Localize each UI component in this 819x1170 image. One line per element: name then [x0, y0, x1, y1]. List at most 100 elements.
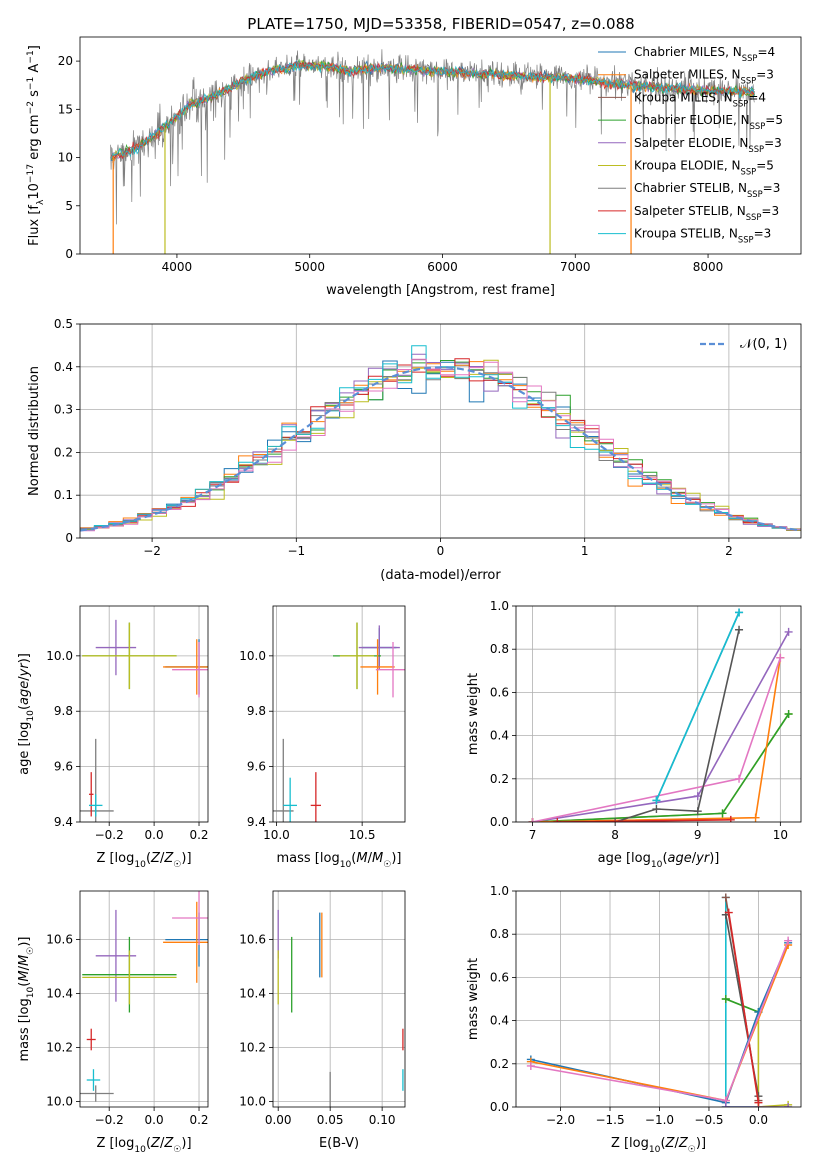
x-axis-label: Z [log10(Z/Z☉)] — [96, 851, 191, 870]
normal-distribution-curve — [80, 366, 801, 532]
y-tick-label: 5 — [65, 199, 73, 213]
x-tick-label: 8000 — [693, 260, 724, 274]
y-tick-label: 0 — [65, 531, 73, 545]
legend-label: Salpeter ELODIE, NSSP=3 — [634, 136, 782, 154]
data-marker — [652, 796, 661, 805]
y-tick-label: 9.6 — [247, 760, 266, 774]
data-marker — [721, 893, 730, 902]
x-tick-label: 5000 — [294, 260, 325, 274]
y-tick-label: 9.8 — [54, 704, 73, 718]
x-tick-label: −1.0 — [645, 1113, 674, 1127]
mass-weight-line — [532, 631, 790, 822]
x-tick-label: 8 — [611, 828, 619, 842]
x-tick-label: −0.2 — [95, 828, 124, 842]
y-tick-label: 10.0 — [46, 1095, 73, 1109]
y-tick-label: 0.4 — [490, 1014, 509, 1028]
data-marker — [726, 815, 735, 822]
y-tick-label: 0.4 — [54, 360, 73, 374]
axes-frame — [515, 890, 802, 1108]
legend-label: Salpeter STELIB, NSSP=3 — [634, 204, 779, 222]
legend-label: Kroupa ELODIE, NSSP=5 — [634, 159, 774, 177]
x-tick-label: 0.0 — [145, 828, 164, 842]
panel-mass_vs_Z: −0.2 0.0 0.2 10.0 10.2 10.4 10.6 Z [log10(Z/Z☉)… — [17, 890, 209, 1155]
axes-frame — [272, 890, 406, 1108]
x-tick-label: 0.00 — [265, 1113, 292, 1127]
x-tick-label: 0.2 — [189, 828, 208, 842]
y-tick-label: 0.8 — [490, 642, 509, 656]
y-axis-label: Normed distribution — [27, 366, 42, 496]
x-tick-label: 1 — [581, 544, 589, 558]
y-tick-label: 0 — [65, 247, 73, 261]
axes-frame — [79, 890, 209, 1108]
data-marker — [735, 774, 744, 783]
x-tick-label: −2.0 — [546, 1113, 575, 1127]
panel-age_vs_Z: −0.2 0.0 0.2 9.4 9.6 9.8 10.0 Z [log10(Z/Z☉)] ag… — [17, 605, 209, 870]
x-tick-label: 4000 — [162, 260, 193, 274]
y-tick-label: 9.4 — [54, 815, 73, 829]
y-tick-label: 20 — [58, 54, 73, 68]
x-axis-label: (data-model)/error — [380, 568, 501, 583]
y-tick-label: 10.0 — [239, 649, 266, 663]
mass-weight-line — [725, 897, 759, 1107]
x-tick-label: −2 — [143, 544, 161, 558]
y-tick-label: 10.4 — [239, 987, 266, 1001]
legend-label: Salpeter MILES, NSSP=3 — [634, 68, 774, 86]
y-tick-label: 0.6 — [490, 685, 509, 699]
panel-spectrum: 4000 5000 6000 7000 8000 0 5 10 15 20 wavelength [… — [26, 36, 802, 298]
x-tick-label: 6000 — [427, 260, 458, 274]
data-marker — [776, 653, 785, 662]
data-marker — [784, 710, 793, 718]
legend-label: Chabrier STELIB, NSSP=3 — [634, 181, 780, 199]
residual-histogram — [80, 358, 801, 532]
mass-weight-line — [655, 612, 740, 801]
y-axis-label: mass weight — [466, 958, 481, 1040]
data-marker — [754, 1098, 763, 1107]
plot-area — [110, 49, 755, 254]
y-tick-label: 9.8 — [247, 704, 266, 718]
data-marker — [735, 608, 744, 617]
panel-mass_vs_ebv: 0.00 0.05 0.10 10.0 10.2 10.4 10.6 E(B-V) — [239, 890, 406, 1151]
y-tick-label: 10.4 — [46, 987, 73, 1001]
y-tick-label: 1.0 — [490, 599, 509, 613]
y-tick-label: 0.0 — [490, 815, 509, 829]
x-tick-label: −1.5 — [595, 1113, 624, 1127]
y-tick-label: 1.0 — [490, 884, 509, 898]
y-tick-label: 0.2 — [54, 445, 73, 459]
y-tick-label: 9.4 — [247, 815, 266, 829]
x-tick-label: 10 — [773, 828, 788, 842]
data-marker — [724, 908, 733, 917]
data-marker — [735, 625, 744, 634]
y-tick-label: 10 — [58, 151, 73, 165]
observed-spectrum-line — [110, 49, 755, 225]
y-tick-label: 0.8 — [490, 927, 509, 941]
data-marker — [721, 1103, 730, 1107]
x-axis-label: Z [log10(Z/Z☉)] — [611, 1136, 706, 1155]
x-tick-label: 0.2 — [189, 1113, 208, 1127]
x-tick-label: 0.0 — [749, 1113, 768, 1127]
y-axis-label: mass weight — [466, 673, 481, 755]
y-tick-label: 9.6 — [54, 760, 73, 774]
x-tick-label: 0.05 — [317, 1113, 344, 1127]
y-tick-label: 10.6 — [46, 933, 73, 947]
y-tick-label: 0.4 — [490, 729, 509, 743]
x-axis-label: wavelength [Angstrom, rest frame] — [326, 283, 555, 298]
mass-weight-line — [728, 912, 760, 1103]
model-spectrum-line — [110, 61, 755, 160]
mass-weight-line — [532, 713, 790, 822]
x-axis-label: Z [log10(Z/Z☉)] — [96, 1136, 191, 1155]
x-axis-label: age [log10(age/yr)] — [598, 851, 720, 870]
y-tick-label: 10.6 — [239, 933, 266, 947]
data-marker — [553, 818, 562, 822]
axes-frame — [79, 605, 209, 823]
y-tick-label: 0.5 — [54, 317, 73, 331]
y-tick-label: 10.2 — [239, 1041, 266, 1055]
y-axis-label: age [log10(age/yr)] — [17, 653, 36, 775]
y-tick-label: 10.2 — [46, 1041, 73, 1055]
plot-area — [80, 619, 208, 822]
data-marker — [611, 818, 620, 822]
legend-label: 𝒩(0, 1) — [740, 337, 787, 352]
mass-weight-line — [532, 713, 790, 822]
y-tick-label: 0.0 — [490, 1100, 509, 1114]
data-marker — [693, 807, 702, 816]
